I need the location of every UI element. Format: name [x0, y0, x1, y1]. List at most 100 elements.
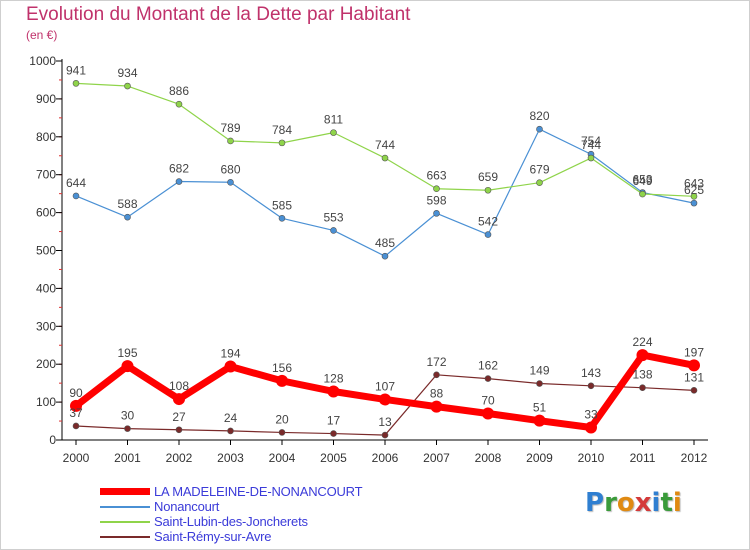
legend-label: Saint-Lubin-des-Joncherets	[154, 514, 308, 529]
data-point	[278, 429, 286, 436]
legend: LA MADELEINE-DE-NONANCOURT Nonancourt Sa…	[100, 484, 363, 544]
data-point	[124, 425, 131, 432]
data-point	[227, 178, 234, 186]
data-label: 644	[66, 176, 86, 190]
data-point	[536, 179, 543, 186]
x-tick-label: 2001	[114, 451, 141, 465]
data-point	[381, 154, 389, 162]
data-point	[72, 422, 80, 430]
data-label: 162	[478, 359, 498, 373]
logo-letter: t	[660, 488, 673, 518]
data-label: 17	[327, 414, 341, 428]
data-label: 659	[478, 170, 498, 184]
data-point	[330, 227, 337, 234]
x-tick-label: 2000	[63, 451, 90, 465]
x-tick-label: 2012	[681, 451, 708, 465]
data-point	[482, 407, 494, 420]
data-label: 195	[117, 346, 137, 360]
data-labels: 37 30 27 24 20 17 13 172 162 149 143 138 131 644 588 68…	[66, 63, 704, 429]
data-point	[121, 360, 134, 373]
series-lines	[70, 80, 700, 439]
data-point	[175, 178, 183, 185]
data-label: 934	[117, 66, 137, 80]
data-label: 197	[684, 345, 704, 359]
data-point	[124, 82, 131, 90]
data-label: 20	[275, 412, 289, 426]
data-point	[690, 199, 698, 207]
data-label: 143	[581, 366, 601, 380]
data-point	[587, 154, 595, 162]
data-label: 585	[272, 198, 292, 212]
x-tick-label: 2002	[166, 451, 193, 465]
data-label: 784	[272, 123, 292, 137]
data-point	[690, 387, 698, 394]
data-label: 13	[378, 415, 392, 429]
data-label: 128	[323, 371, 343, 385]
data-point	[175, 100, 183, 108]
data-point	[227, 427, 234, 435]
legend-swatch	[100, 488, 150, 495]
data-point	[433, 371, 440, 379]
data-label: 156	[272, 361, 292, 375]
data-label: 820	[529, 109, 549, 123]
data-label: 70	[481, 393, 495, 407]
data-point	[587, 382, 595, 390]
legend-item-saint-remy: Saint-Rémy-sur-Avre	[100, 529, 362, 544]
data-label: 679	[529, 163, 549, 177]
data-point	[430, 400, 443, 413]
data-label: 542	[478, 215, 498, 229]
axes: 0 100 200 300 400 500 600 700 800 900 1000 2000 2001…	[29, 54, 708, 465]
data-label: 886	[169, 84, 189, 98]
x-tick-label: 2006	[372, 451, 399, 465]
data-point	[327, 385, 340, 398]
data-point	[330, 430, 337, 437]
data-label: 149	[529, 364, 549, 378]
data-label: 194	[220, 346, 240, 360]
data-label: 744	[375, 138, 395, 152]
data-label: 108	[169, 379, 189, 393]
data-point	[381, 252, 389, 260]
y-tick-label: 1000	[29, 54, 56, 68]
data-label: 598	[426, 193, 446, 207]
data-point	[433, 210, 440, 217]
data-point	[330, 129, 337, 136]
data-label: 51	[533, 401, 547, 415]
data-point	[72, 80, 80, 87]
data-point	[536, 125, 543, 133]
data-label: 33	[584, 407, 598, 421]
data-label: 649	[632, 174, 652, 188]
data-label: 680	[220, 162, 240, 176]
data-label: 30	[121, 409, 135, 423]
chart-subtitle: (en €)	[26, 28, 58, 42]
data-point	[484, 375, 492, 382]
logo-letter: P	[585, 488, 605, 518]
data-label: 37	[69, 406, 83, 420]
chart-title: Evolution du Montant de la Dette par Hab…	[26, 4, 411, 25]
data-label: 941	[66, 63, 86, 77]
data-point	[690, 193, 698, 200]
proxiti-logo: Proxiti	[585, 488, 682, 518]
data-label: 754	[581, 134, 601, 148]
data-point	[72, 192, 80, 200]
data-label: 224	[632, 335, 652, 349]
data-point	[381, 431, 389, 439]
data-label: 744	[581, 138, 601, 152]
data-point	[278, 214, 286, 222]
data-label: 625	[684, 183, 704, 197]
data-point	[536, 380, 543, 387]
data-label: 90	[69, 386, 83, 400]
x-tick-label: 2005	[320, 451, 347, 465]
data-point	[227, 137, 234, 145]
data-point	[484, 186, 492, 194]
legend-label: Nonancourt	[154, 499, 220, 514]
data-label: 485	[375, 236, 395, 250]
x-tick-label: 2010	[578, 451, 605, 465]
legend-swatch	[100, 505, 150, 508]
data-label: 663	[426, 169, 446, 183]
data-label: 682	[169, 162, 189, 176]
data-point	[124, 213, 131, 221]
data-label: 553	[323, 210, 343, 224]
y-tick-label: 0	[49, 433, 56, 447]
data-point	[639, 384, 646, 391]
